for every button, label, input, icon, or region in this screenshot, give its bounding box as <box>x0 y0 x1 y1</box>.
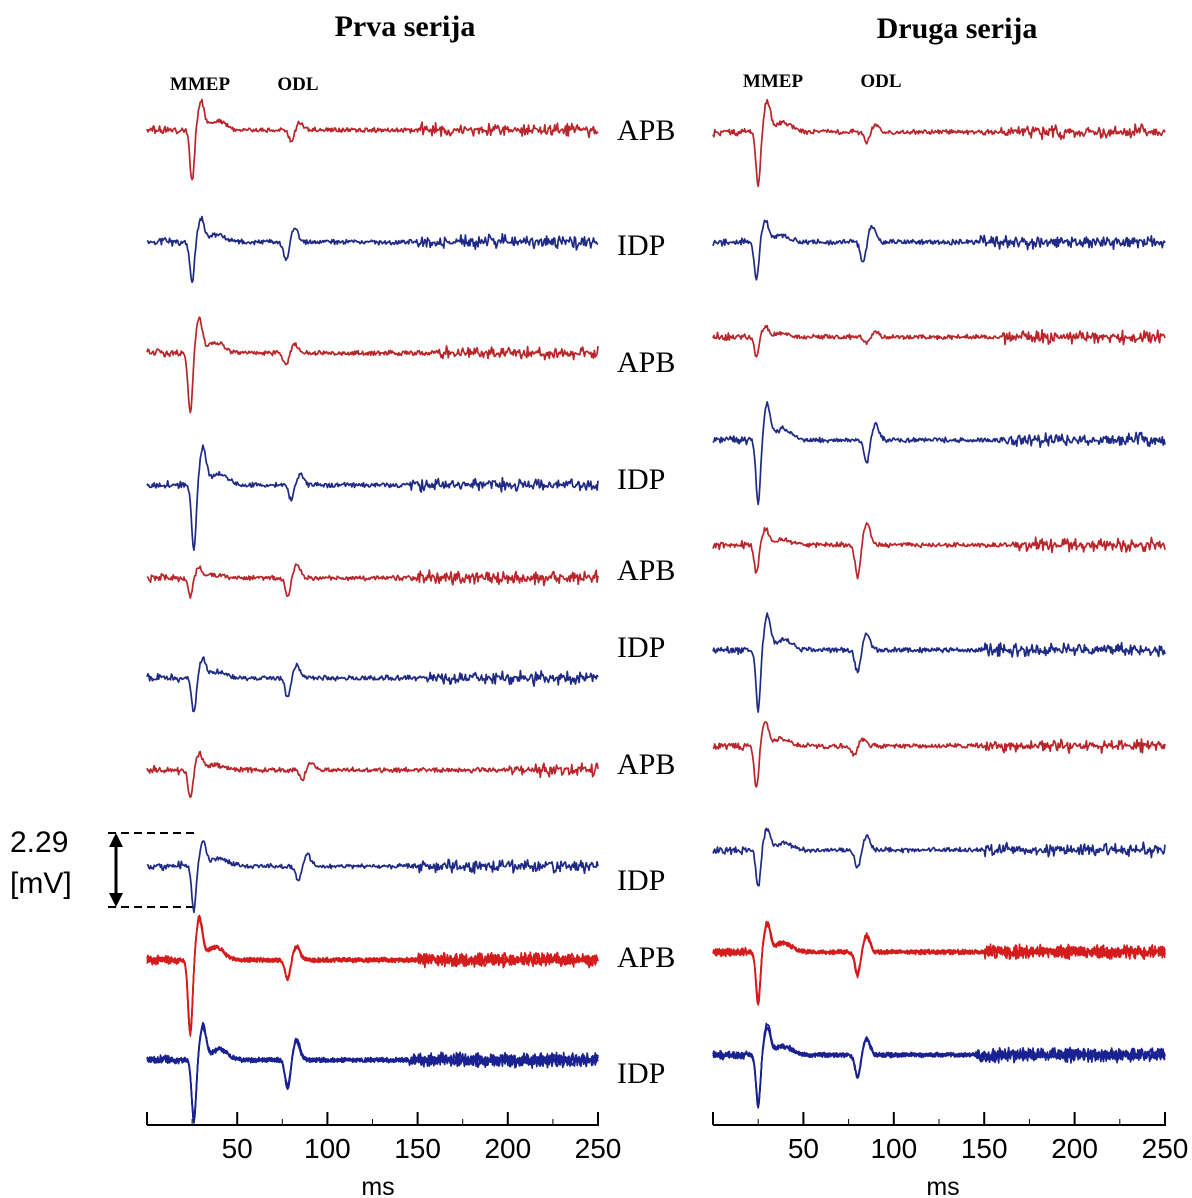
trace-druga-apb-5 <box>712 522 1166 580</box>
x-axis-label-right: ms <box>926 1173 959 1198</box>
trace-druga-apb-7 <box>712 721 1166 788</box>
x-tick-label-right-250: 250 <box>1142 1133 1189 1164</box>
panel-title-prva: Prva serija <box>335 10 476 43</box>
trace-prva-apb-5 <box>146 563 599 599</box>
trace-druga-apb-9 <box>712 924 1166 1004</box>
trace-prva-idp-4 <box>146 444 599 551</box>
x-tick-label-left-200: 200 <box>484 1133 531 1164</box>
x-tick-label-left-150: 150 <box>394 1133 441 1164</box>
trace-druga-apb-3 <box>712 324 1166 358</box>
x-axis-label-left: ms <box>361 1173 394 1198</box>
x-axis-left: 50 100 150 200 250 <box>146 1112 622 1164</box>
row-label-apb-2: APB <box>617 346 675 379</box>
x-tick-label-right-50: 50 <box>788 1133 819 1164</box>
row-label-idp-2: IDP <box>617 463 665 496</box>
marker-odl-left: ODL <box>277 74 318 95</box>
trace-druga-idp-10 <box>712 1026 1166 1106</box>
x-tick-label-right-200: 200 <box>1051 1133 1098 1164</box>
trace-prva-idp-6 <box>146 656 599 713</box>
row-label-idp-3: IDP <box>617 631 665 664</box>
trace-druga-idp-2 <box>712 219 1166 281</box>
emg-traces <box>146 98 1166 1124</box>
trace-druga-idp-10 <box>712 1022 1166 1109</box>
trace-prva-idp-10 <box>146 1025 599 1119</box>
trace-druga-idp-10 <box>712 1025 1166 1104</box>
trace-druga-apb-1 <box>712 98 1166 188</box>
row-label-idp-5: IDP <box>617 1057 665 1090</box>
amplitude-scale-bar <box>108 832 196 908</box>
trace-prva-idp-2 <box>146 215 599 284</box>
trace-druga-apb-9 <box>712 923 1166 1000</box>
panel-title-druga: Druga serija <box>877 12 1038 45</box>
trace-prva-idp-8 <box>146 840 599 914</box>
trace-druga-idp-10 <box>712 1026 1166 1106</box>
trace-druga-idp-8 <box>712 827 1166 887</box>
trace-prva-idp-10 <box>146 1023 599 1122</box>
row-label-idp-4: IDP <box>617 864 665 897</box>
x-tick-label-left-50: 50 <box>222 1133 253 1164</box>
scale-value: 2.29 <box>10 826 68 859</box>
trace-prva-idp-10 <box>146 1023 599 1124</box>
trace-prva-idp-10 <box>146 1021 599 1124</box>
scale-unit: [mV] <box>10 867 72 900</box>
trace-prva-apb-9 <box>146 914 599 1037</box>
marker-mmep-left: MMEP <box>170 74 231 95</box>
row-label-apb-4: APB <box>617 748 675 781</box>
row-label-idp-1: IDP <box>617 229 665 262</box>
row-label-apb-5: APB <box>617 941 675 974</box>
trace-prva-apb-9 <box>146 915 599 1035</box>
trace-prva-apb-3 <box>146 316 599 414</box>
x-axis-right: 50 100 150 200 250 <box>712 1112 1189 1164</box>
x-tick-label-left-250: 250 <box>575 1133 622 1164</box>
x-tick-label-right-100: 100 <box>870 1133 917 1164</box>
trace-prva-apb-9 <box>146 916 599 1036</box>
trace-prva-apb-9 <box>146 919 599 1031</box>
row-label-apb-1: APB <box>617 114 675 147</box>
trace-druga-idp-4 <box>712 401 1166 506</box>
trace-druga-idp-6 <box>712 612 1166 713</box>
trace-prva-apb-1 <box>146 98 599 181</box>
trace-prva-apb-7 <box>146 750 599 799</box>
trace-druga-apb-9 <box>712 920 1166 1006</box>
row-label-apb-3: APB <box>617 554 675 587</box>
marker-odl-right: ODL <box>860 71 901 92</box>
trace-druga-apb-9 <box>712 922 1166 1001</box>
marker-mmep-right: MMEP <box>743 71 804 92</box>
x-tick-label-right-150: 150 <box>961 1133 1008 1164</box>
x-tick-label-left-100: 100 <box>304 1133 351 1164</box>
